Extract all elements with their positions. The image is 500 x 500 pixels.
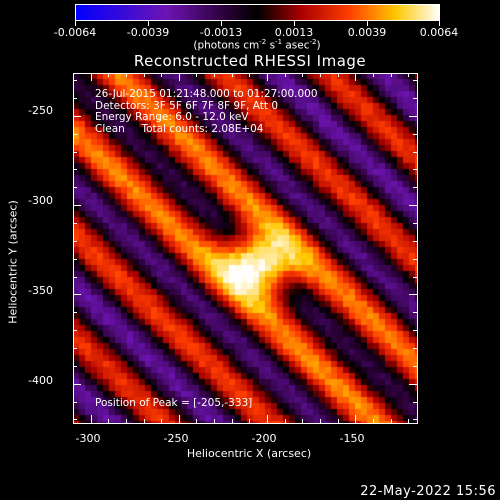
x-tick-label: -200 bbox=[251, 432, 277, 445]
image-info-overlay: 26-Jul-2015 01:21:48.000 to 01:27:00.000… bbox=[95, 88, 318, 135]
plot-frame bbox=[73, 73, 418, 424]
y-tick-label: -300 bbox=[28, 194, 53, 207]
y-tick-label: -350 bbox=[28, 284, 53, 297]
colorbar-tick-label: 0.0013 bbox=[274, 26, 314, 39]
colorbar-tick-label: -0.0039 bbox=[126, 26, 170, 39]
heatmap-image bbox=[73, 73, 417, 423]
y-tick-label: -400 bbox=[28, 374, 53, 387]
peak-position-text: Position of Peak = [-205,-333] bbox=[95, 397, 253, 409]
y-axis-title: Heliocentric Y (arcsec) bbox=[6, 200, 20, 324]
colorbar-units: (photons cm-2 s-1 asec-2) bbox=[193, 38, 321, 52]
x-axis-title: Heliocentric X (arcsec) bbox=[186, 447, 312, 460]
y-tick-label: -250 bbox=[28, 104, 53, 117]
plot-title: Reconstructed RHESSI Image bbox=[133, 52, 367, 70]
colorbar-tick-label: 0.0064 bbox=[419, 26, 459, 39]
colorbar-tick-label: -0.0064 bbox=[53, 26, 97, 39]
x-tick-label: -250 bbox=[163, 432, 189, 445]
colorbar bbox=[75, 4, 440, 20]
method-counts-text: Clean Total counts: 2.08E+04 bbox=[95, 122, 264, 135]
detectors-text: Detectors: 3F 5F 6F 7F 8F 9F, Att 0 bbox=[95, 99, 279, 112]
time-range-text: 26-Jul-2015 01:21:48.000 to 01:27:00.000 bbox=[95, 88, 318, 100]
energy-range-text: Energy Range: 6.0 - 12.0 keV bbox=[95, 111, 249, 123]
colorbar-tick-label: -0.0013 bbox=[199, 26, 243, 39]
x-tick-label: -150 bbox=[339, 432, 365, 445]
colorbar-tick-label: 0.0039 bbox=[347, 26, 387, 39]
x-tick-label: -300 bbox=[75, 432, 101, 445]
footer-timestamp: 22-May-2022 15:56 bbox=[360, 484, 496, 499]
